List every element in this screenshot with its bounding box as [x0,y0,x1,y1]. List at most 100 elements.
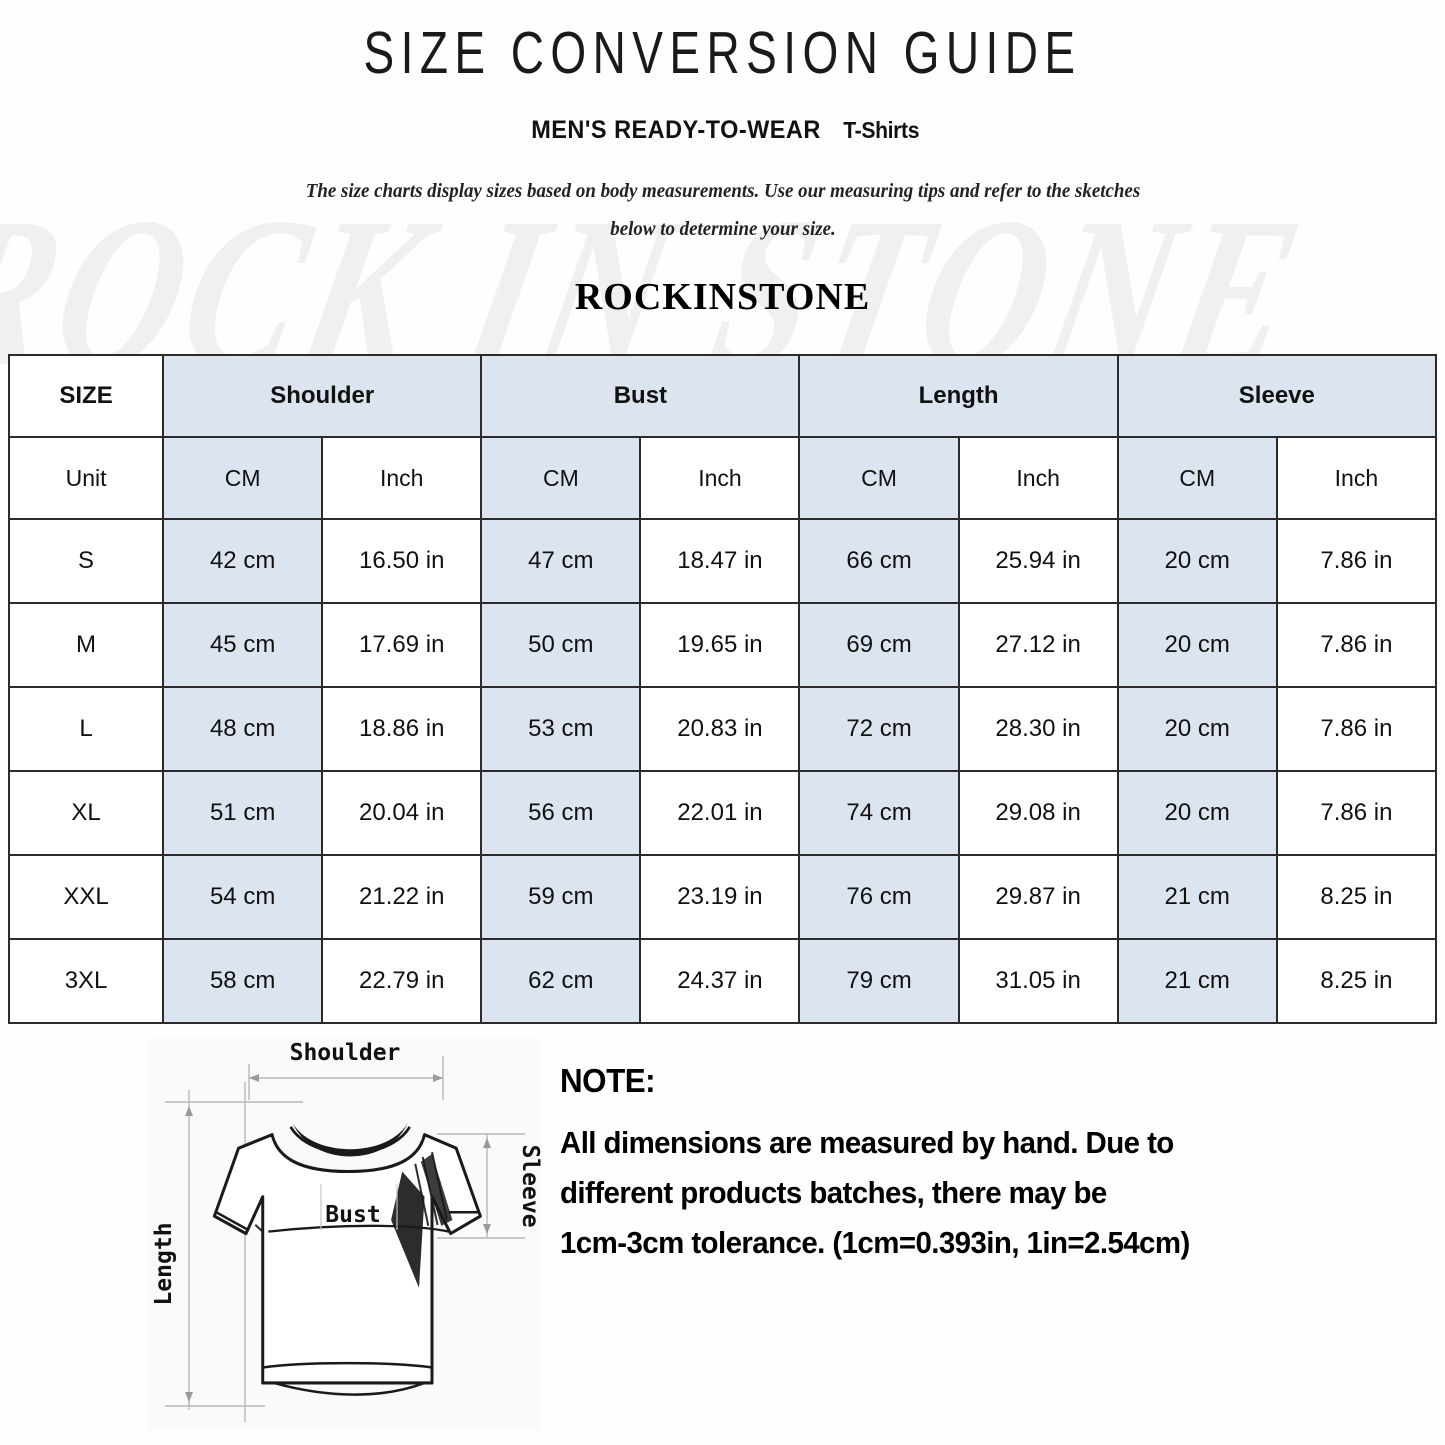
header-cell-unit-cm-2: CM [480,436,642,521]
cell-value: 62 cm [480,938,642,1025]
subtitle: MEN'S READY-TO-WEAR T-Shirts [0,116,1445,145]
cell-value: 23.19 in [639,854,801,941]
header-cell-unit-inch-5: Inch [957,436,1119,521]
cell-value: 7.86 in [1275,602,1438,689]
brand-name: ROCKINSTONE [574,276,871,319]
note-section: NOTE: All dimensions are measured by han… [560,1034,1445,1269]
cell-value: 21 cm [1116,938,1278,1025]
cell-value: 28.30 in [957,686,1119,773]
cell-value: 45 cm [162,602,324,689]
cell-size-xxl: XXL [7,854,165,941]
bottom-section: Shoulder Bust Length Sleeve NOTE: All di… [0,1034,1445,1439]
cell-value: 19.65 in [639,602,801,689]
note-line-1: All dimensions are measured by hand. Due… [560,1125,1174,1161]
note-title: NOTE: [560,1062,656,1100]
cell-value: 18.86 in [321,686,483,773]
cell-size-s: S [7,518,165,605]
diagram-label-bust: Bust [325,1202,380,1228]
cell-size-3xl: 3XL [7,938,165,1025]
diagram-label-shoulder: Shoulder [290,1040,401,1066]
cell-size-l: L [7,686,165,773]
cell-value: 7.86 in [1275,770,1438,857]
diagram-label-sleeve: Sleeve [517,1144,543,1227]
cell-size-m: M [7,602,165,689]
cell-value: 25.94 in [957,518,1119,605]
page-title: SIZE CONVERSION GUIDE [363,20,1082,87]
table-group-header-row: SIZE Shoulder Bust Length Sleeve [7,354,1438,439]
cell-value: 20 cm [1116,686,1278,773]
cell-value: 31.05 in [957,938,1119,1025]
size-conversion-table: SIZE Shoulder Bust Length Sleeve Unit CM Inch CM… [7,354,1438,1025]
cell-value: 16.50 in [321,518,483,605]
cell-value: 17.69 in [321,602,483,689]
header-cell-unit-cm-6: CM [1116,436,1278,521]
subtitle-primary: MEN'S READY-TO-WEAR [531,116,822,144]
cell-value: 20 cm [1116,602,1278,689]
description-line-1: The size charts display sizes based on b… [305,181,1140,202]
cell-value: 56 cm [480,770,642,857]
cell-value: 66 cm [798,518,960,605]
cell-value: 69 cm [798,602,960,689]
header-cell-size: SIZE [7,354,165,439]
cell-value: 42 cm [162,518,324,605]
cell-value: 54 cm [162,854,324,941]
cell-value: 76 cm [798,854,960,941]
header-cell-group-sleeve: Sleeve [1116,354,1438,439]
cell-value: 21.22 in [321,854,483,941]
header-cell-unit-inch-3: Inch [639,436,801,521]
header-cell-unit-cm-4: CM [798,436,960,521]
cell-value: 50 cm [480,602,642,689]
cell-value: 27.12 in [957,602,1119,689]
cell-value: 7.86 in [1275,686,1438,773]
header-cell-unit-cm-0: CM [162,436,324,521]
cell-value: 21 cm [1116,854,1278,941]
cell-value: 74 cm [798,770,960,857]
tshirt-diagram-svg: Shoulder Bust Length Sleeve [147,1038,543,1431]
description: The size charts display sizes based on b… [213,173,1232,249]
table-row: 3XL 58 cm 22.79 in 62 cm 24.37 in 79 cm 31.05 … [7,938,1438,1025]
cell-value: 20 cm [1116,770,1278,857]
cell-value: 22.01 in [639,770,801,857]
tshirt-measurement-diagram: Shoulder Bust Length Sleeve [125,1034,545,1439]
cell-value: 8.25 in [1275,938,1438,1025]
header-cell-unit: Unit [7,436,165,521]
cell-value: 47 cm [480,518,642,605]
cell-value: 29.08 in [957,770,1119,857]
cell-value: 51 cm [162,770,324,857]
cell-value: 20.83 in [639,686,801,773]
size-table-container: SIZE Shoulder Bust Length Sleeve Unit CM Inch CM… [7,354,1438,1025]
table-row: M 45 cm 17.69 in 50 cm 19.65 in 69 cm 27.12 in… [7,602,1438,689]
header-cell-group-shoulder: Shoulder [162,354,483,439]
cell-value: 18.47 in [639,518,801,605]
cell-value: 79 cm [798,938,960,1025]
description-line-2: below to determine your size. [609,219,836,241]
table-row: S 42 cm 16.50 in 47 cm 18.47 in 66 cm 25.94 in… [7,518,1438,605]
table-row: XXL 54 cm 21.22 in 59 cm 23.19 in 76 cm 29.87 … [7,854,1438,941]
cell-size-xl: XL [7,770,165,857]
cell-value: 59 cm [480,854,642,941]
cell-value: 72 cm [798,686,960,773]
cell-value: 48 cm [162,686,324,773]
table-row: XL 51 cm 20.04 in 56 cm 22.01 in 74 cm 29.08 i… [7,770,1438,857]
table-row: L 48 cm 18.86 in 53 cm 20.83 in 72 cm 28.30 in… [7,686,1438,773]
note-body: All dimensions are measured by hand. Due… [560,1118,1401,1269]
header-cell-group-length: Length [798,354,1119,439]
cell-value: 53 cm [480,686,642,773]
diagram-label-length: Length [151,1222,177,1305]
header-cell-group-bust: Bust [480,354,801,439]
cell-value: 20 cm [1116,518,1278,605]
cell-value: 20.04 in [321,770,483,857]
cell-value: 7.86 in [1275,518,1438,605]
note-line-2: different products batches, there may be [560,1175,1107,1211]
cell-value: 8.25 in [1275,854,1438,941]
cell-value: 29.87 in [957,854,1119,941]
subtitle-secondary: T-Shirts [843,117,920,143]
note-line-3: 1cm-3cm tolerance. (1cm=0.393in, 1in=2.5… [560,1225,1190,1261]
cell-value: 24.37 in [639,938,801,1025]
cell-value: 58 cm [162,938,324,1025]
table-unit-header-row: Unit CM Inch CM Inch CM Inch CM Inch [7,436,1438,521]
header-cell-unit-inch-7: Inch [1275,436,1438,521]
header-cell-unit-inch-1: Inch [321,436,483,521]
cell-value: 22.79 in [321,938,483,1025]
